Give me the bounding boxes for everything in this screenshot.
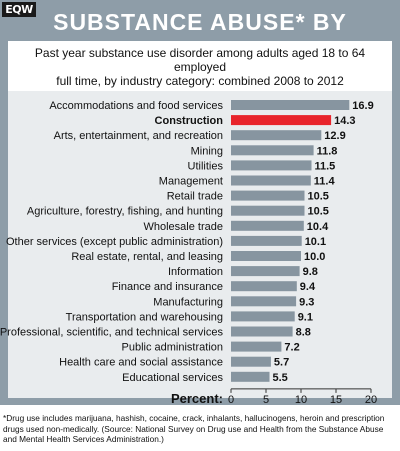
category-label: Transportation and warehousing [66, 311, 223, 323]
subtitle-panel [8, 41, 392, 91]
value-label: 12.9 [324, 130, 345, 142]
x-tick-label: 0 [228, 394, 234, 405]
value-label: 14.3 [334, 115, 355, 127]
chart-subtitle: Past year substance use disorder among a… [14, 46, 386, 88]
bar [231, 205, 305, 216]
category-label: Professional, scientific, and technical … [0, 327, 223, 339]
bar [231, 266, 300, 277]
value-label: 10.1 [305, 236, 326, 248]
bar [231, 311, 295, 322]
bar-chart: Accommodations and food services 16.9 Cons… [0, 100, 377, 405]
x-axis-title: Percent: [171, 391, 223, 405]
category-label: Other services (except public administra… [6, 236, 223, 248]
value-label: 10.4 [307, 221, 329, 233]
x-tick-label: 20 [365, 394, 377, 405]
category-label: Construction [155, 115, 224, 127]
subtitle-line-1: Past year substance use disorder among a… [34, 46, 366, 74]
bar [231, 341, 282, 352]
bar [231, 160, 312, 171]
value-label: 11.8 [317, 145, 338, 157]
value-label: 9.3 [299, 296, 314, 308]
value-label: 10.5 [308, 191, 329, 203]
x-tick-label: 15 [330, 394, 342, 405]
bar [231, 220, 304, 231]
bar [231, 326, 293, 337]
value-label: 9.4 [300, 281, 316, 293]
bar [231, 251, 301, 261]
value-label: 16.9 [352, 100, 373, 112]
value-label: 7.2 [284, 342, 299, 354]
category-label: Educational services [122, 372, 223, 384]
bar [231, 356, 271, 367]
value-label: 5.5 [273, 372, 288, 384]
value-label: 10.0 [304, 251, 325, 263]
bar [231, 235, 302, 246]
category-label: Public administration [122, 342, 224, 354]
x-tick-label: 10 [295, 394, 307, 405]
category-label: Information [168, 266, 223, 278]
category-label: Utilities [188, 160, 224, 172]
value-label: 10.5 [308, 206, 329, 218]
plot-area [8, 91, 392, 398]
category-label: Manufacturing [153, 296, 223, 308]
category-label: Health care and social assistance [59, 357, 223, 369]
bar [231, 296, 297, 307]
value-label: 8.8 [296, 327, 311, 339]
value-label: 5.7 [274, 357, 289, 369]
bar [231, 130, 322, 141]
bar [231, 190, 305, 201]
category-label: Arts, entertainment, and recreation [54, 130, 223, 142]
category-label: Agriculture, forestry, fishing, and hunt… [27, 206, 223, 218]
category-label: Mining [191, 145, 223, 157]
bar [231, 175, 311, 186]
category-label: Wholesale trade [144, 221, 224, 233]
footnote: *Drug use includes marijuana, hashish, c… [3, 413, 385, 444]
bar [231, 115, 332, 126]
bar [231, 145, 314, 156]
subtitle-line-2: full time, by industry category: combine… [56, 74, 344, 88]
value-label: 11.5 [315, 160, 336, 172]
category-label: Accommodations and food services [49, 100, 223, 112]
bar [231, 371, 270, 382]
publisher-logo: EQW [2, 2, 36, 17]
category-label: Retail trade [167, 191, 223, 203]
bar [231, 281, 297, 292]
value-label: 9.1 [298, 311, 313, 323]
value-label: 9.8 [303, 266, 318, 278]
category-label: Real estate, rental, and leasing [71, 251, 223, 263]
bar [231, 100, 350, 110]
category-label: Management [159, 176, 223, 188]
category-label: Finance and insurance [112, 281, 223, 293]
value-label: 11.4 [314, 176, 336, 188]
x-tick-label: 5 [263, 394, 269, 405]
